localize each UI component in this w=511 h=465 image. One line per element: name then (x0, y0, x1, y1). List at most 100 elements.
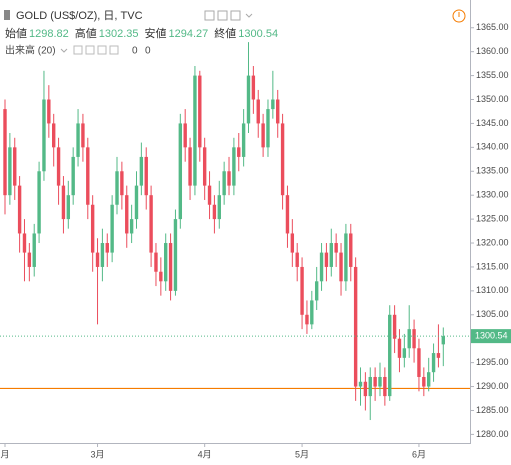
candle-body (22, 233, 27, 253)
icon[interactable] (73, 45, 83, 55)
candle-body (27, 252, 32, 267)
candle-body (339, 252, 343, 282)
candle-body (52, 123, 56, 148)
candle-body (178, 123, 183, 220)
candle-body (66, 195, 71, 220)
candle-body (314, 281, 319, 301)
candle-body (120, 171, 124, 196)
candle-body (363, 381, 368, 397)
plot (0, 42, 470, 421)
candle-body (188, 147, 192, 186)
icon[interactable] (85, 45, 95, 55)
candle-body (397, 338, 402, 358)
candle-body (436, 353, 441, 358)
ohlc-value: 1302.35 (99, 28, 139, 40)
candle-body (246, 75, 251, 124)
candle-body (329, 243, 333, 267)
ohlc-label: 安値 (145, 26, 167, 40)
candle-body (154, 252, 158, 272)
candle-body (349, 233, 353, 267)
candle-body (222, 171, 226, 196)
y-tick-label: 1310.00 (476, 285, 509, 295)
last-price-box (471, 329, 511, 344)
candle-body (261, 123, 265, 148)
candle-body (47, 99, 51, 124)
candle-body (3, 109, 7, 196)
icon[interactable] (245, 13, 253, 18)
y-tick-label: 1340.00 (476, 142, 509, 152)
y-tick-label: 1345.00 (476, 118, 509, 128)
y-tick-label: 1315.00 (476, 261, 509, 271)
candle-body (310, 300, 314, 325)
candle-body (159, 271, 163, 282)
candle-body (71, 156, 75, 196)
candle-body (237, 147, 241, 157)
candle-body (266, 109, 270, 148)
candle-body (100, 243, 105, 267)
y-tick-label: 1280.00 (476, 429, 509, 439)
candle-body (241, 123, 246, 157)
candle-body (90, 204, 95, 253)
candle-body (61, 185, 66, 220)
candle-body (139, 156, 144, 186)
y-tick-label: 1285.00 (476, 405, 509, 415)
candle-body (392, 314, 397, 339)
candle-body (217, 195, 221, 220)
x-tick-label: 5月 (295, 449, 309, 459)
y-tick-label: 1325.00 (476, 213, 509, 223)
candle-body (134, 185, 139, 220)
volume-label: 出来高 (20) (5, 44, 56, 57)
candle-body (207, 185, 212, 205)
y-tick-label: 1335.00 (476, 166, 509, 176)
candle-body (193, 75, 197, 186)
candle-body (276, 99, 280, 124)
candle-body (32, 233, 36, 267)
volume-icons[interactable] (60, 45, 119, 55)
candle-body (422, 376, 426, 387)
header-icons[interactable] (204, 10, 253, 21)
candle-body (227, 171, 231, 186)
candle-body (168, 243, 173, 291)
candle-body (305, 314, 309, 325)
icon[interactable] (109, 45, 119, 55)
y-tick-label: 1305.00 (476, 309, 509, 319)
y-tick-label: 1295.00 (476, 357, 509, 367)
candle-body (13, 147, 17, 186)
candle-body (76, 123, 80, 157)
candle-body (202, 147, 207, 186)
candle-body (353, 266, 358, 387)
candle-body (232, 147, 236, 186)
candle-body (95, 252, 100, 267)
chart-title: GOLD (US$/OZ), 日, TVC (16, 10, 143, 22)
symbol-icon (4, 10, 10, 20)
ohlc-value: 1294.27 (169, 28, 209, 40)
candle-body (441, 336, 445, 345)
alert-icon[interactable] (452, 9, 466, 23)
volume-value: 0 (132, 46, 138, 57)
icon[interactable] (60, 48, 68, 53)
icon[interactable] (204, 10, 215, 21)
candle-body (285, 195, 290, 234)
candle-body (56, 147, 61, 186)
icon[interactable] (97, 45, 107, 55)
candle-body (319, 252, 324, 282)
candle-body (8, 147, 12, 196)
candle-body (368, 376, 372, 397)
icon[interactable] (230, 10, 241, 21)
candle-body (431, 353, 436, 373)
candle-body (412, 329, 416, 349)
ohlc-label: 始値 (5, 26, 27, 40)
candle-body (173, 219, 178, 291)
candle-body (129, 219, 134, 234)
candle-body (110, 204, 114, 253)
x-tick-label: 3月 (91, 449, 105, 459)
y-tick-label: 1355.00 (476, 70, 509, 80)
y-tick-label: 1330.00 (476, 190, 509, 200)
ohlc-label: 高値 (75, 26, 97, 40)
icon[interactable] (217, 10, 228, 21)
candle-body (344, 233, 348, 282)
candle-body (388, 314, 392, 397)
candle-body (290, 233, 295, 253)
candle-body (149, 195, 153, 253)
